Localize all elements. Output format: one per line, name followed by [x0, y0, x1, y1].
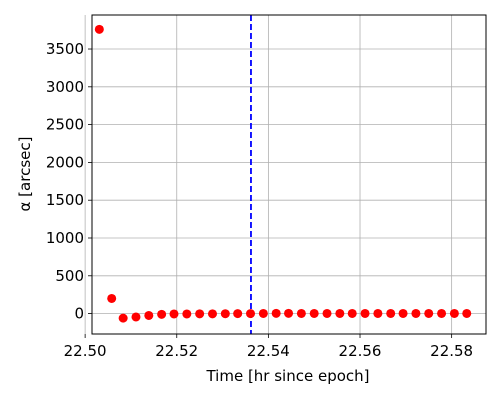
data-point: [157, 309, 167, 319]
data-point: [322, 308, 332, 318]
x-tick-label: 22.54: [247, 342, 290, 360]
y-axis-ticks: 0 500 1000 1500 2000 2500 3000 3500: [46, 40, 92, 323]
data-point: [424, 308, 434, 318]
data-point: [233, 309, 243, 319]
data-point: [144, 310, 154, 320]
data-point: [195, 309, 205, 319]
x-tick-label: 22.52: [155, 342, 198, 360]
data-point: [398, 308, 408, 318]
x-axis-label: Time [hr since epoch]: [205, 367, 369, 385]
data-point: [335, 308, 345, 318]
y-tick-label: 3500: [46, 40, 84, 58]
data-point: [347, 308, 357, 318]
data-point: [220, 309, 230, 319]
y-tick-label: 1000: [46, 229, 84, 247]
x-tick-label: 22.50: [64, 342, 107, 360]
data-point: [284, 308, 294, 318]
x-tick-label: 22.58: [430, 342, 473, 360]
y-tick-label: 500: [55, 267, 84, 285]
y-tick-label: 0: [74, 305, 84, 323]
data-point: [118, 313, 128, 323]
data-point: [94, 24, 104, 34]
data-point: [107, 293, 117, 303]
x-axis-ticks: 22.50 22.52 22.54 22.56 22.58: [64, 334, 473, 360]
data-point: [246, 309, 256, 319]
y-tick-label: 2500: [46, 116, 84, 134]
data-point: [207, 309, 217, 319]
y-tick-label: 2000: [46, 153, 84, 171]
data-point: [449, 308, 459, 318]
data-point: [131, 312, 141, 322]
data-point: [271, 308, 281, 318]
data-point: [296, 308, 306, 318]
plot-background: [92, 15, 486, 334]
data-point: [411, 308, 421, 318]
data-points: [94, 24, 472, 323]
data-point: [360, 308, 370, 318]
data-point: [182, 309, 192, 319]
data-point: [169, 309, 179, 319]
y-tick-label: 1500: [46, 191, 84, 209]
data-point: [258, 308, 268, 318]
data-point: [462, 308, 472, 318]
data-point: [386, 308, 396, 318]
y-tick-label: 3000: [46, 78, 84, 96]
data-point: [373, 308, 383, 318]
data-point: [437, 308, 447, 318]
x-tick-label: 22.56: [339, 342, 382, 360]
data-point: [309, 308, 319, 318]
y-axis-label: α [arcsec]: [16, 137, 34, 212]
plot-frame: [91, 14, 487, 335]
